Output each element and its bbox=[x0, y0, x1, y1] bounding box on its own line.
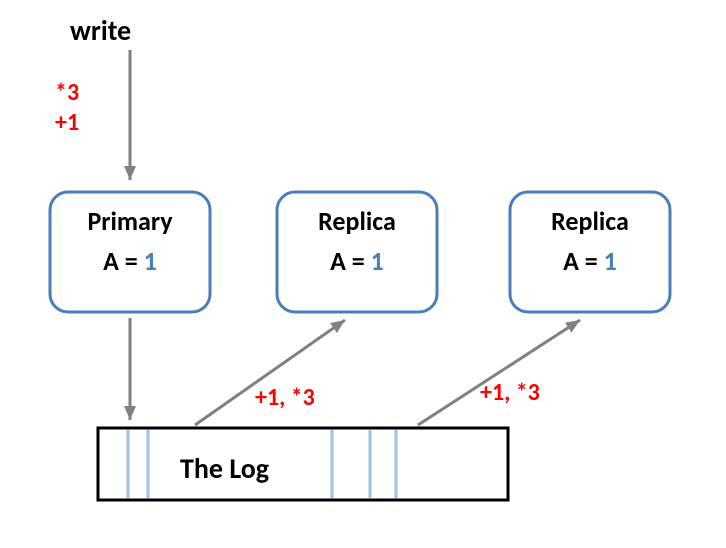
replica2-node: Replica A = 1 bbox=[510, 192, 670, 312]
log-to-replica2-arrow bbox=[418, 320, 580, 425]
primary-node-title: Primary bbox=[87, 205, 173, 237]
primary-node: Primary A = 1 bbox=[50, 192, 210, 312]
write-arrow bbox=[124, 50, 136, 180]
log-label: The Log bbox=[180, 451, 269, 486]
write-label: write bbox=[70, 13, 131, 48]
replica2-node-value-line: A = 1 bbox=[563, 245, 617, 277]
log-box: The Log bbox=[98, 428, 508, 500]
replica2-node-title: Replica bbox=[551, 205, 629, 237]
replica1-node-title: Replica bbox=[318, 205, 396, 237]
log-to-replica1-ops: +1, *3 bbox=[255, 383, 315, 412]
primary-node-value-line: A = 1 bbox=[103, 245, 157, 277]
write-op1: *3 bbox=[55, 78, 79, 107]
primary-to-log-arrow bbox=[124, 318, 136, 420]
replica1-node-value-line: A = 1 bbox=[330, 245, 384, 277]
write-op2: +1 bbox=[55, 108, 79, 137]
replica1-node: Replica A = 1 bbox=[277, 192, 437, 312]
log-to-replica2-ops: +1, *3 bbox=[480, 378, 540, 407]
